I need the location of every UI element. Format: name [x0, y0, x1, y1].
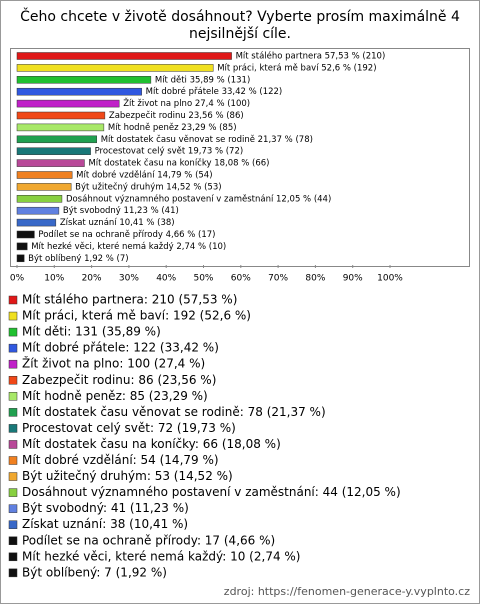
legend-swatch	[8, 552, 18, 562]
legend-label: Získat uznání: 38 (10,41 %)	[22, 517, 188, 531]
bar	[16, 242, 28, 251]
legend-swatch	[8, 343, 18, 353]
legend-label: Mít hezké věci, které nemá každý: 10 (2,…	[22, 549, 300, 563]
bar-label: Mít hodně peněz 23,29 % (85)	[108, 123, 237, 133]
legend-label: Podílet se na ochraně přírody: 17 (4,66 …	[22, 533, 275, 547]
bar	[16, 183, 72, 191]
legend-label: Být oblíbený: 7 (1,92 %)	[22, 565, 167, 579]
bar-label: Mít práci, která mě baví 52,6 % (192)	[217, 63, 376, 73]
x-tick-label: 20%	[82, 274, 102, 284]
legend-label: Mít dobré přátele: 122 (33,42 %)	[22, 341, 219, 355]
bar-label: Podílet se na ochraně přírody 4,66 % (17…	[38, 230, 215, 240]
legend-label: Zabezpečit rodinu: 86 (23,56 %)	[22, 373, 216, 387]
legend-swatch	[8, 504, 18, 513]
legend-swatch	[8, 295, 18, 305]
bar	[16, 76, 152, 84]
bar-label: Procestovat celý svět 19,73 % (72)	[95, 147, 244, 157]
bar	[16, 111, 106, 120]
bar-label: Být oblíbený 1,92 % (7)	[28, 254, 128, 264]
legend-label: Mít dostatek času věnovat se rodině: 78 …	[22, 405, 326, 419]
x-tick-label: 60%	[231, 274, 251, 284]
bar	[16, 254, 25, 263]
legend-swatch	[8, 568, 18, 578]
legend-label: Být užitečný druhým: 53 (14,52 %)	[22, 469, 233, 483]
chart-title: Čeho chcete v životě dosáhnout? Vyberte …	[20, 7, 460, 42]
bar-label: Mít dostatek času věnovat se rodině 21,3…	[101, 134, 313, 145]
legend-label: Být svobodný: 41 (11,23 %)	[22, 501, 189, 515]
legend-swatch	[8, 376, 18, 385]
bar	[16, 171, 73, 179]
legend-swatch	[8, 472, 18, 481]
bar	[16, 64, 214, 72]
bar-label: Být svobodný 11,23 % (41)	[63, 206, 179, 216]
bar-label: Zabezpečit rodinu 23,56 % (86)	[109, 110, 244, 121]
legend-label: Mít děti: 131 (35,89 %)	[22, 325, 161, 339]
bar	[16, 206, 60, 215]
legend-label: Mít dostatek času na koníčky: 66 (18,08 …	[22, 437, 281, 451]
bar-label: Mít děti 35,89 % (131)	[155, 75, 250, 85]
bar-label: Být užitečný druhým 14,52 % (53)	[75, 181, 221, 192]
legend-swatch	[8, 408, 18, 417]
bar	[16, 218, 57, 227]
bar-label: Mít hezké věci, které nemá každý 2,74 % …	[31, 241, 226, 252]
source: zdroj: https://fenomen-generace-y.vyplnt…	[224, 585, 470, 598]
x-tick-label: 100%	[377, 274, 403, 284]
bar	[16, 52, 232, 60]
bar	[16, 159, 85, 167]
legend-swatch	[8, 359, 18, 369]
legend-label: Žít život na plno: 100 (27,4 %)	[22, 356, 205, 371]
x-tick-label: 90%	[343, 274, 363, 284]
bar	[16, 87, 142, 96]
legend-label: Procestovat celý svět: 72 (19,73 %)	[22, 421, 236, 435]
plot-frame	[10, 48, 470, 267]
x-tick-label: 30%	[119, 274, 139, 284]
bar-label: Mít dobré přátele 33,42 % (122)	[146, 86, 283, 97]
bar-label: Dosáhnout významného postavení v zaměstn…	[66, 193, 331, 204]
legend-swatch	[8, 327, 18, 337]
x-tick-label: 50%	[193, 274, 213, 284]
x-tick-label: 10%	[44, 274, 64, 284]
bar-label: Mít stálého partnera 57,53 % (210)	[236, 51, 386, 62]
legend-swatch	[8, 424, 18, 433]
legend-swatch	[8, 440, 18, 449]
legend-swatch	[8, 520, 18, 529]
legend-swatch	[8, 392, 18, 401]
bar-label: Mít dostatek času na koníčky 18,08 % (66…	[88, 158, 269, 169]
x-tick-label: 40%	[156, 274, 176, 284]
bar	[16, 195, 63, 203]
x-tick-label: 70%	[268, 274, 288, 284]
x-tick-label: 80%	[305, 274, 325, 284]
legend-label: Mít stálého partnera: 210 (57,53 %)	[22, 293, 237, 307]
bar	[16, 99, 120, 108]
bar	[16, 147, 91, 155]
x-tick-label: 0%	[10, 274, 25, 284]
bar-label: Žít život na plno 27,4 % (100)	[123, 97, 250, 109]
legend-swatch	[8, 488, 18, 497]
legend-label: Mít práci, která mě baví: 192 (52,6 %)	[22, 309, 251, 323]
legend-swatch	[8, 456, 18, 465]
bar	[16, 230, 35, 239]
legend-swatch	[8, 311, 18, 321]
bar	[16, 135, 97, 144]
legend-label: Mít dobré vzdělání: 54 (14,79 %)	[22, 453, 219, 467]
legend-label: Mít hodně peněz: 85 (23,29 %)	[22, 389, 208, 403]
bar-label: Získat uznání 10,41 % (38)	[60, 218, 175, 228]
legend-label: Dosáhnout významného postavení v zaměstn…	[22, 485, 401, 499]
bar-label: Mít dobré vzdělání 14,79 % (54)	[76, 170, 212, 181]
bar	[16, 123, 105, 132]
legend-swatch	[8, 536, 18, 545]
